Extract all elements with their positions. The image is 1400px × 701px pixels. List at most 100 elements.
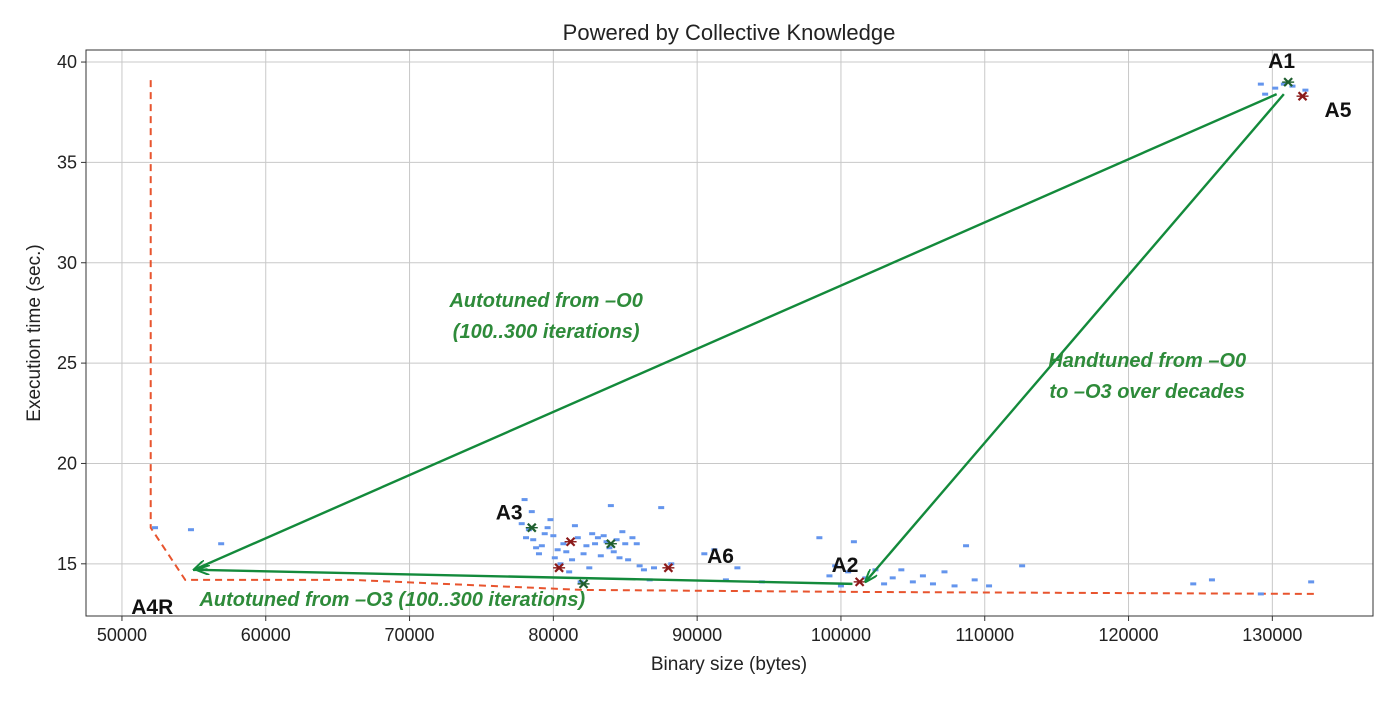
annotation-text: (100..300 iterations)	[453, 321, 640, 343]
data-point	[722, 578, 729, 582]
data-point	[571, 524, 578, 528]
data-point	[1308, 580, 1315, 584]
data-point	[616, 556, 623, 560]
highlight-point	[564, 536, 577, 547]
data-point	[701, 552, 708, 556]
data-point	[560, 542, 567, 546]
data-point	[941, 570, 948, 574]
data-point	[734, 566, 741, 570]
axis-ticks: 50000 60000 70000 80000 90000 100000 110000 120…	[57, 52, 1302, 645]
data-point	[1280, 82, 1287, 86]
point-label: A3	[496, 502, 523, 525]
arrows	[194, 93, 1285, 586]
data-point	[544, 526, 551, 530]
data-point	[600, 534, 607, 538]
point-label: A4R	[131, 596, 173, 619]
data-point	[909, 580, 916, 584]
grid	[86, 50, 1373, 616]
data-point	[1257, 592, 1264, 596]
data-point	[1190, 582, 1197, 586]
y-tick-label: 35	[57, 152, 77, 172]
data-point	[530, 538, 537, 542]
y-tick-label: 20	[57, 453, 77, 473]
data-point	[951, 584, 958, 588]
data-point	[651, 566, 658, 570]
highlight-point	[662, 563, 675, 573]
data-point	[523, 536, 530, 540]
plot-area	[86, 50, 1373, 616]
data-point	[187, 528, 194, 532]
arrow	[197, 570, 853, 586]
data-point	[658, 506, 665, 510]
annotation-text: to –O3 over decades	[1049, 381, 1245, 403]
data-point	[554, 548, 561, 552]
highlight-point	[577, 579, 590, 589]
data-point	[610, 550, 617, 554]
data-point	[929, 582, 936, 586]
data-point	[592, 542, 599, 546]
data-point	[569, 558, 576, 562]
y-tick-label: 15	[57, 554, 77, 574]
highlight-point	[525, 522, 538, 533]
x-tick-label: 90000	[672, 625, 722, 645]
data-point	[826, 574, 833, 578]
data-point	[633, 542, 640, 546]
data-point	[850, 540, 857, 544]
data-point	[586, 566, 593, 570]
data-point	[636, 564, 643, 568]
x-tick-label: 130000	[1242, 625, 1302, 645]
highlight-point	[1296, 91, 1309, 101]
y-tick-label: 30	[57, 253, 77, 273]
point-label: A5	[1325, 99, 1352, 122]
x-tick-label: 100000	[811, 625, 871, 645]
plot-frame	[85, 49, 1374, 617]
x-tick-label: 80000	[528, 625, 578, 645]
x-tick-label: 60000	[241, 625, 291, 645]
data-point	[580, 552, 587, 556]
data-point	[898, 568, 905, 572]
frontier-line	[149, 80, 1316, 595]
data-point	[881, 582, 888, 586]
data-point	[919, 574, 926, 578]
data-point	[1302, 88, 1309, 92]
highlight-point	[604, 538, 617, 549]
x-tick-label: 120000	[1099, 625, 1159, 645]
data-point	[889, 576, 896, 580]
data-point	[583, 544, 590, 548]
data-point	[152, 526, 159, 530]
annotation-text: Autotuned from –O3 (100..300 iterations)	[198, 589, 585, 611]
data-point	[535, 552, 542, 556]
data-point	[1019, 564, 1026, 568]
data-point	[597, 554, 604, 558]
data-point	[711, 548, 718, 552]
data-point	[832, 564, 839, 568]
data-point	[589, 532, 596, 536]
arrow	[194, 93, 1278, 570]
pareto-frontier	[149, 80, 1316, 595]
point-labels: A1 A5 A3 A6 A2 A4R	[131, 50, 1351, 619]
highlight-point	[1282, 77, 1295, 87]
data-point	[607, 504, 614, 508]
highlight-point	[553, 563, 566, 573]
data-point	[837, 584, 844, 588]
data-point	[574, 536, 581, 540]
y-tick-label: 25	[57, 353, 77, 373]
data-point	[547, 518, 554, 522]
data-point	[606, 546, 613, 550]
data-point	[518, 522, 525, 526]
point-label: A6	[707, 545, 734, 568]
data-point	[619, 530, 626, 534]
data-point	[218, 542, 225, 546]
data-point	[603, 540, 610, 544]
data-point	[613, 538, 620, 542]
data-point	[971, 578, 978, 582]
chart-title: Powered by Collective Knowledge	[563, 20, 896, 45]
data-point	[629, 536, 636, 540]
x-tick-label: 110000	[955, 625, 1014, 645]
data-point	[528, 510, 535, 514]
data-point	[1289, 84, 1296, 88]
data-point	[541, 532, 548, 536]
point-label: A1	[1268, 50, 1295, 73]
y-tick-label: 40	[57, 52, 77, 72]
